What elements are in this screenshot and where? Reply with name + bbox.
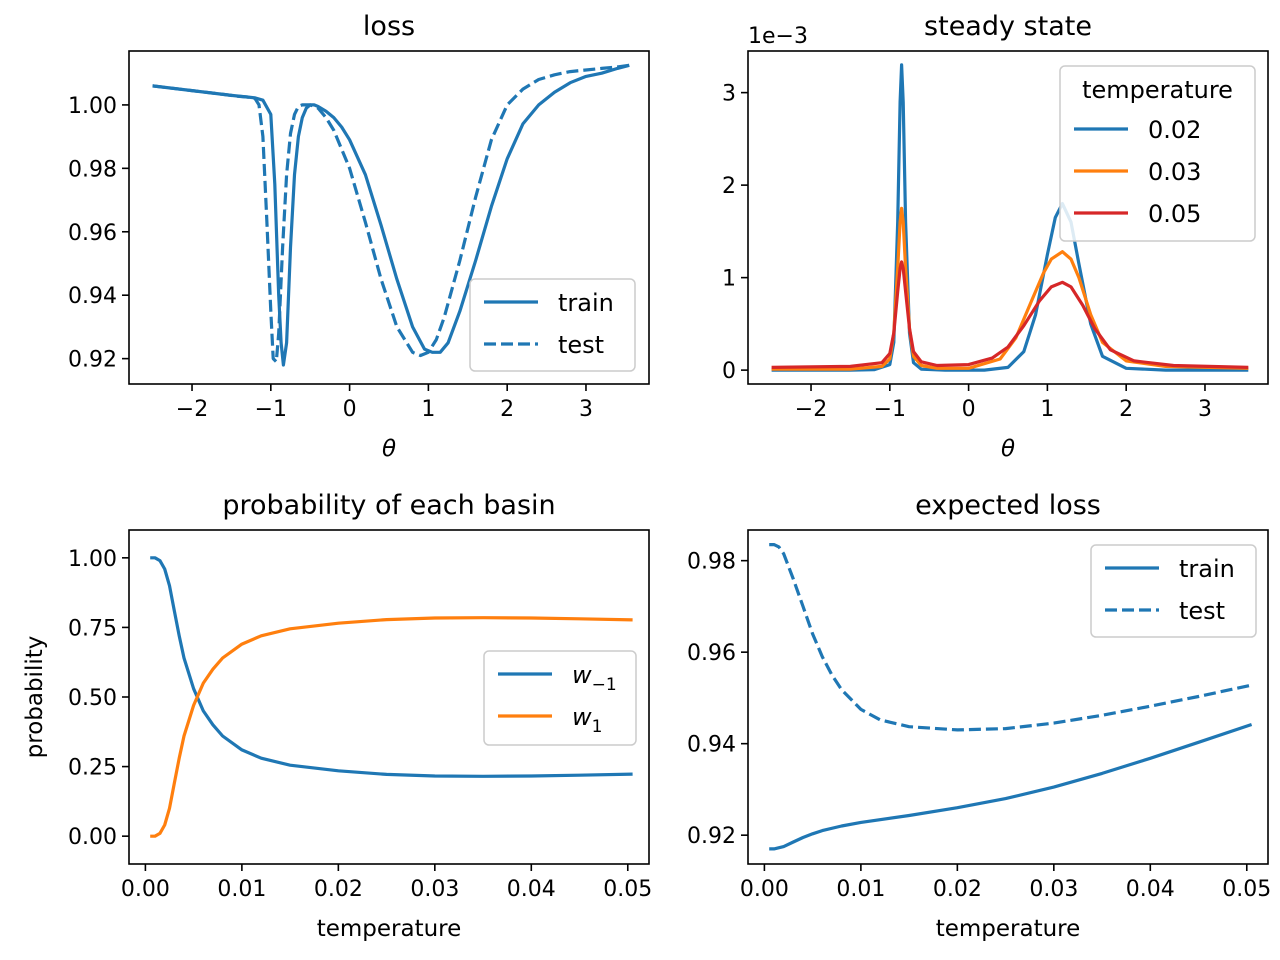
steady-series-005-line [771,260,1249,369]
expected-xtick-label: 0.03 [1029,877,1078,902]
prob-ytick-label: 0.50 [68,686,117,711]
steady-legend-label: 0.03 [1148,158,1201,186]
prob-xtick-label: 0.05 [603,877,652,902]
loss-xtick-label: −1 [255,397,287,422]
prob-ylabel: probability [22,636,48,759]
steady-series-group [771,63,1249,372]
expected-series-test-line [769,542,1252,732]
loss-legend-label: train [558,289,614,317]
prob-xtick-label: 0.04 [507,877,556,902]
prob-legend-box [483,650,637,746]
steady-ytick-label: 2 [722,174,736,199]
loss-series-group [152,63,630,367]
prob-series-w1-line [150,556,633,778]
expected-legend-label: train [1179,555,1235,583]
prob-ytick-label: 0.00 [68,825,117,850]
steady-xtick-label: 0 [962,397,976,422]
steady-xlabel: θ [1001,436,1015,462]
prob-series-group [150,556,633,838]
expected-xtick-label: 0.02 [933,877,982,902]
prob-legend: w−1w1 [483,650,637,746]
loss-xtick-label: 2 [500,397,514,422]
steady-xtick-label: 1 [1040,397,1054,422]
prob-ytick-label: 1.00 [68,547,117,572]
expected-legend: train test [1090,544,1257,638]
expected-chart: expected loss 0.00 0.01 0.02 0.03 0.04 0.05 0.9… [687,490,1271,942]
expected-ytick-label: 0.96 [687,641,736,666]
expected-ytick-label: 0.94 [687,733,736,758]
prob-xtick-label: 0.00 [121,877,170,902]
loss-ytick-label: 1.00 [68,94,117,119]
loss-axes-frame [128,50,650,385]
steady-legend-box [1059,65,1256,242]
steady-chart: steady state −2 −1 0 1 2 3 0 1 2 3 θ 1e−3 temperature… [722,11,1269,462]
loss-legend-label: test [558,331,604,359]
loss-xlabel: θ [382,436,396,462]
loss-xtick-label: −2 [176,397,208,422]
steady-legend-label: 0.02 [1148,116,1201,144]
steady-xtick-label: −2 [795,397,827,422]
loss-xtick-label: 1 [421,397,435,422]
expected-ytick-label: 0.98 [687,550,736,575]
prob-ytick-label: 0.75 [68,616,117,641]
expected-series-train-line [769,722,1253,851]
expected-title: expected loss [915,490,1101,521]
prob-legend-label: w−1 [572,661,617,695]
loss-xtick-label: 3 [579,397,593,422]
prob-ytick-label: 0.25 [68,756,117,781]
prob-xtick-label: 0.02 [314,877,363,902]
prob-title: probability of each basin [222,490,555,521]
expected-series-group [769,542,1253,851]
steady-ytick-label: 0 [722,359,736,384]
loss-ytick-label: 0.94 [68,284,117,309]
steady-xtick-label: 3 [1198,397,1212,422]
expected-xtick-label: 0.01 [836,877,885,902]
steady-xtick-label: −1 [874,397,906,422]
loss-title: loss [363,11,415,42]
loss-legend: train test [469,278,636,372]
loss-ytick-label: 0.98 [68,157,117,182]
loss-series-train-line [152,63,630,367]
prob-chart: probability of each basin 0.00 0.01 0.02 0.0… [22,490,652,942]
expected-xtick-label: 0.04 [1126,877,1175,902]
expected-xlabel: temperature [936,916,1081,942]
steady-legend: temperature 0.02 0.03 0.05 [1059,65,1256,242]
steady-ytick-label: 3 [722,82,736,107]
prob-xtick-label: 0.03 [410,877,459,902]
steady-axes-frame [747,50,1269,385]
prob-legend-label: w1 [572,703,602,737]
loss-ytick-label: 0.92 [68,348,117,373]
expected-ytick-label: 0.92 [687,824,736,849]
loss-series-test-line [152,63,630,364]
steady-xtick-label: 2 [1119,397,1133,422]
expected-xtick-label: 0.00 [740,877,789,902]
steady-ytick-label: 1 [722,267,736,292]
steady-title: steady state [924,11,1092,42]
steady-scale-label: 1e−3 [748,24,808,49]
expected-xtick-label: 0.05 [1222,877,1271,902]
prob-series-w1-line [150,616,633,838]
loss-xtick-label: 0 [343,397,357,422]
prob-xtick-label: 0.01 [217,877,266,902]
expected-axes-frame [747,529,1269,865]
loss-ytick-label: 0.96 [68,221,117,246]
prob-xlabel: temperature [317,916,462,942]
steady-legend-title: temperature [1082,76,1233,104]
steady-legend-label: 0.05 [1148,200,1201,228]
expected-legend-label: test [1179,597,1225,625]
loss-chart: loss −2 −1 0 1 2 3 0.92 0.94 0.96 0.98 1.00 θ train te… [68,11,650,462]
